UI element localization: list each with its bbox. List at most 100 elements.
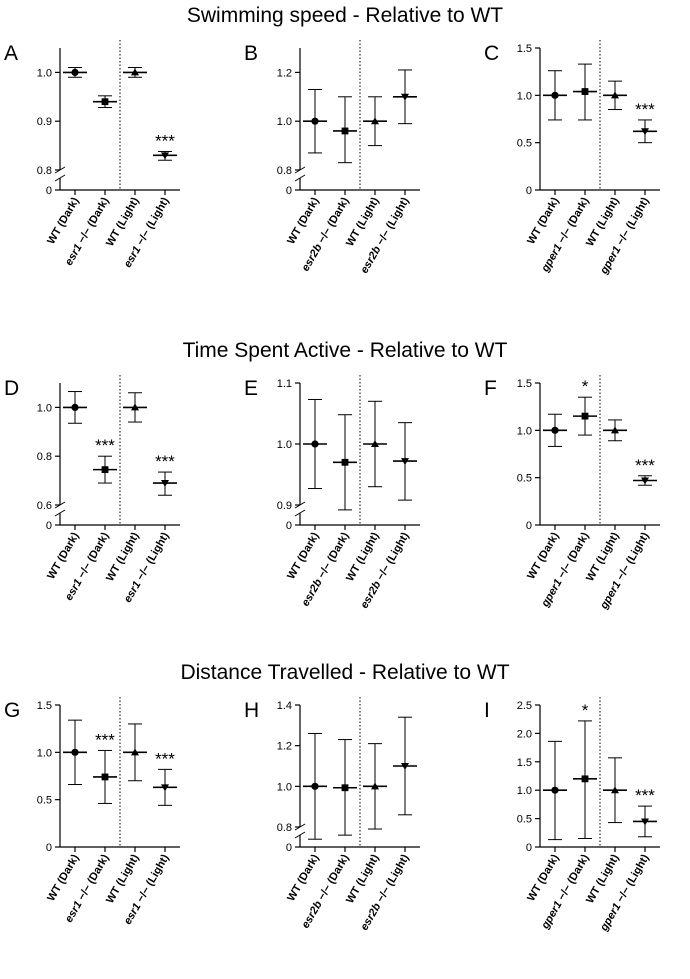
data-point <box>581 775 589 783</box>
y-tick-label: 1.5 <box>517 757 532 769</box>
data-point <box>131 403 139 411</box>
data-point <box>311 440 319 448</box>
data-point <box>401 763 409 770</box>
y-tick-label: 1.0 <box>517 785 532 797</box>
y-tick-label: 1.0 <box>517 90 532 102</box>
y-tick-label: 0.9 <box>277 500 292 512</box>
section-title-speed: Swimming speed - Relative to WT <box>187 4 503 27</box>
panel-a: A00.80.91.0WT (Dark)esr1 −/− (Dark)WT (L… <box>4 40 180 270</box>
data-point <box>341 458 349 466</box>
panel-e: E00.91.01.1WT (Dark)esr2b −/− (Dark)WT (… <box>244 375 420 611</box>
significance-marker: *** <box>95 436 115 455</box>
y-tick-label: 0 <box>286 842 292 854</box>
y-tick-label: 1.0 <box>37 67 52 79</box>
data-point <box>71 68 79 76</box>
y-tick-label: 0.5 <box>517 138 532 150</box>
data-point <box>101 466 109 474</box>
data-point <box>311 117 319 125</box>
y-tick-label: 1.2 <box>277 741 292 753</box>
data-point <box>611 786 619 794</box>
panel-letter: C <box>484 42 499 65</box>
section-title-active: Time Spent Active - Relative to WT <box>183 339 508 362</box>
data-point <box>161 152 169 160</box>
gene-name: gper1 <box>598 901 624 934</box>
y-tick-label: 1.5 <box>517 43 532 55</box>
gene-name: gper1 <box>539 577 565 610</box>
y-tick-label: 0 <box>526 185 532 197</box>
y-tick-label: 0 <box>46 842 52 854</box>
y-tick-label: 1.5 <box>37 700 52 712</box>
gene-name: gper1 <box>539 899 565 932</box>
panel-g: G00.51.01.5WT (Dark)esr1 −/− (Dark)***WT… <box>4 697 180 927</box>
gene-name: gper1 <box>598 244 624 277</box>
y-tick-label: 1.0 <box>37 402 52 414</box>
y-tick-label: 0.8 <box>277 822 292 834</box>
y-tick-label: 1.0 <box>37 747 52 759</box>
data-point <box>71 403 79 411</box>
y-tick-label: 0.8 <box>37 451 52 463</box>
y-tick-label: 0 <box>46 520 52 532</box>
panel-d: D00.60.81.0WT (Dark)esr1 −/− (Dark)***WT… <box>4 375 180 605</box>
y-tick-label: 0.8 <box>37 165 52 177</box>
y-tick-label: 0.5 <box>517 814 532 826</box>
y-tick-label: 1.5 <box>517 378 532 390</box>
gene-name: gper1 <box>598 579 624 612</box>
data-point <box>311 782 319 790</box>
panel-letter: A <box>4 42 18 65</box>
data-point <box>551 426 559 434</box>
significance-marker: * <box>582 377 589 396</box>
panel-letter: G <box>4 699 20 722</box>
panel-letter: F <box>484 377 497 400</box>
axis-break-mark <box>294 174 306 182</box>
y-tick-label: 0 <box>526 520 532 532</box>
significance-marker: * <box>582 701 589 720</box>
y-tick-label: 2.0 <box>517 728 532 740</box>
significance-marker: *** <box>155 452 175 471</box>
significance-marker: *** <box>635 100 655 119</box>
data-point <box>131 68 139 76</box>
data-point <box>371 440 379 447</box>
axis-break-mark <box>294 509 306 517</box>
y-tick-label: 0.8 <box>277 165 292 177</box>
y-tick-label: 1.1 <box>277 378 292 390</box>
panel-i: I00.51.01.52.02.5WT (Dark)gper1 −/− (Dar… <box>484 697 660 934</box>
panel-b: B00.81.01.2WT (Dark)esr2b −/− (Dark)WT (… <box>244 40 420 276</box>
data-point <box>401 458 409 466</box>
panel-letter: D <box>4 377 19 400</box>
significance-marker: *** <box>155 749 175 768</box>
data-point <box>101 98 109 106</box>
y-tick-label: 0.5 <box>37 795 52 807</box>
data-point <box>641 818 649 826</box>
y-tick-label: 0 <box>46 185 52 197</box>
data-point <box>641 128 649 136</box>
y-tick-label: 0.5 <box>517 473 532 485</box>
y-tick-label: 1.2 <box>277 67 292 79</box>
data-point <box>131 748 139 756</box>
data-point <box>371 117 379 125</box>
data-point <box>101 773 109 781</box>
data-point <box>611 91 619 99</box>
axis-break-mark <box>294 831 306 839</box>
significance-marker: *** <box>155 131 175 150</box>
axis-break-mark <box>54 174 66 182</box>
data-point <box>161 784 169 792</box>
data-point <box>161 480 169 488</box>
y-tick-label: 2.5 <box>517 700 532 712</box>
y-tick-label: 1.0 <box>277 439 292 451</box>
data-point <box>71 748 79 756</box>
significance-marker: *** <box>635 456 655 475</box>
data-point <box>581 412 589 420</box>
data-point <box>581 88 589 95</box>
y-tick-label: 0.6 <box>37 500 52 512</box>
y-tick-label: 1.0 <box>277 116 292 128</box>
panel-c: C00.51.01.5WT (Dark)gper1 −/− (Dark)WT (… <box>484 40 660 277</box>
data-point <box>551 786 559 794</box>
data-point <box>341 127 349 135</box>
y-tick-label: 1.4 <box>277 700 292 712</box>
y-tick-label: 0 <box>286 520 292 532</box>
axis-break-mark <box>54 509 66 517</box>
significance-marker: *** <box>95 730 115 749</box>
data-point <box>641 477 649 485</box>
panel-letter: B <box>244 42 258 65</box>
